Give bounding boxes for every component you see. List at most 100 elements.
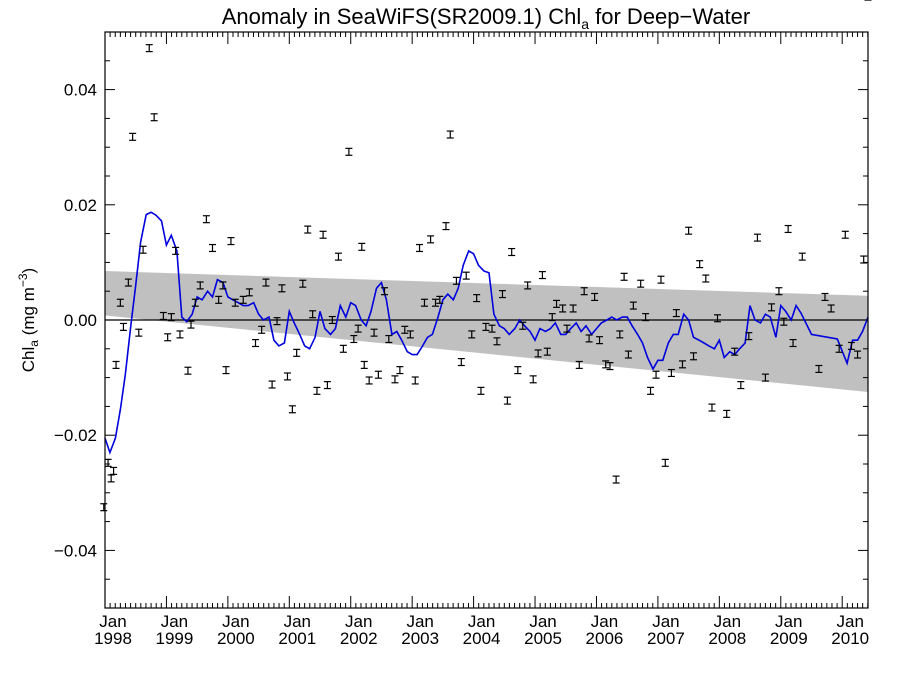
data-point bbox=[334, 252, 342, 261]
data-point bbox=[112, 360, 120, 369]
data-point bbox=[678, 360, 686, 369]
data-point bbox=[457, 357, 465, 367]
trend-band-layer bbox=[105, 271, 868, 392]
x-tick-month-label: Jan bbox=[775, 612, 802, 631]
data-point bbox=[231, 298, 239, 307]
data-point bbox=[110, 466, 118, 475]
data-point bbox=[145, 44, 153, 53]
data-point bbox=[252, 338, 260, 348]
data-point bbox=[847, 341, 855, 350]
data-point bbox=[427, 235, 435, 244]
data-point bbox=[548, 313, 556, 322]
data-point bbox=[685, 226, 693, 235]
data-point bbox=[432, 298, 440, 307]
data-point bbox=[798, 252, 806, 261]
data-point bbox=[436, 295, 444, 304]
data-point bbox=[191, 298, 199, 307]
y-tick-label: −0.02 bbox=[54, 426, 97, 445]
x-tick-year-label: 2002 bbox=[340, 629, 378, 648]
data-point bbox=[176, 330, 184, 339]
data-point bbox=[159, 311, 167, 321]
axes-layer: 0.040.020.00−0.02−0.04Jan1998Jan1999Jan2… bbox=[54, 31, 869, 648]
x-tick-year-label: 2006 bbox=[586, 629, 624, 648]
data-point bbox=[519, 321, 527, 330]
x-tick-month-label: Jan bbox=[714, 612, 741, 631]
data-point bbox=[396, 366, 404, 375]
data-point bbox=[119, 322, 127, 331]
data-point bbox=[596, 336, 604, 345]
data-point bbox=[661, 458, 669, 467]
x-tick-year-label: 2004 bbox=[463, 629, 501, 648]
data-point bbox=[690, 352, 698, 361]
data-point bbox=[612, 475, 620, 484]
data-point bbox=[227, 237, 235, 246]
data-point bbox=[391, 375, 399, 384]
data-point bbox=[538, 271, 546, 280]
data-point bbox=[184, 366, 192, 375]
data-point bbox=[775, 287, 783, 296]
title-tail: for Deep−Water bbox=[589, 4, 750, 29]
x-tick-year-label: 1999 bbox=[156, 629, 194, 648]
data-point bbox=[462, 271, 470, 280]
y-tick-label: 0.00 bbox=[64, 311, 97, 330]
data-point bbox=[116, 298, 124, 307]
data-point bbox=[827, 304, 835, 313]
data-point bbox=[761, 373, 769, 382]
data-point bbox=[821, 292, 829, 302]
data-point bbox=[339, 344, 347, 353]
y-label-units-close: ) bbox=[19, 268, 38, 274]
data-point bbox=[209, 243, 217, 253]
data-point bbox=[411, 376, 419, 385]
data-point bbox=[629, 301, 637, 310]
data-point bbox=[124, 278, 132, 287]
data-point bbox=[293, 348, 301, 357]
data-point bbox=[620, 272, 628, 281]
data-point bbox=[278, 284, 286, 293]
data-point bbox=[283, 372, 291, 381]
x-tick-year-label: 2009 bbox=[770, 629, 808, 648]
data-point bbox=[477, 386, 485, 395]
x-tick-month-label: Jan bbox=[222, 612, 249, 631]
x-tick-year-label: 2005 bbox=[524, 629, 562, 648]
data-point bbox=[365, 376, 373, 385]
y-tick-label: 0.04 bbox=[64, 81, 97, 100]
y-label-units-sup: −3 bbox=[16, 273, 30, 287]
data-point bbox=[488, 324, 496, 333]
y-label-main: Chl bbox=[19, 347, 38, 373]
x-tick-month-label: Jan bbox=[406, 612, 433, 631]
data-point bbox=[672, 309, 680, 318]
smooth-line-layer bbox=[104, 211, 869, 455]
x-tick-year-label: 2010 bbox=[831, 629, 869, 648]
x-tick-month-label: Jan bbox=[652, 612, 679, 631]
x-tick-month-label: Jan bbox=[345, 612, 372, 631]
data-point bbox=[585, 334, 593, 343]
data-point bbox=[374, 370, 382, 379]
data-point bbox=[696, 260, 704, 269]
x-tick-year-label: 2007 bbox=[647, 629, 685, 648]
y-axis-label: Chla (mg m−3) bbox=[16, 268, 41, 372]
data-point bbox=[100, 503, 108, 512]
data-point bbox=[731, 347, 739, 356]
data-point bbox=[723, 409, 731, 418]
data-point bbox=[358, 242, 366, 251]
x-tick-year-label: 2000 bbox=[217, 629, 255, 648]
data-point bbox=[239, 295, 247, 304]
data-point bbox=[452, 276, 460, 285]
x-tick-month-label: Jan bbox=[284, 612, 311, 631]
y-label-subscript: a bbox=[27, 340, 41, 347]
data-point bbox=[493, 337, 501, 346]
data-point bbox=[642, 313, 650, 322]
chart-title: Anomaly in SeaWiFS(SR2009.1) Chla for De… bbox=[222, 4, 750, 32]
x-tick-month-label: Jan bbox=[468, 612, 495, 631]
x-tick-year-label: 2003 bbox=[401, 629, 439, 648]
data-point bbox=[860, 255, 868, 264]
data-point bbox=[202, 215, 210, 224]
data-point bbox=[702, 274, 710, 283]
data-point bbox=[420, 298, 428, 307]
data-point bbox=[172, 246, 180, 255]
data-point bbox=[104, 458, 112, 467]
data-point bbox=[553, 299, 561, 308]
data-point bbox=[135, 328, 143, 337]
data-point bbox=[473, 294, 481, 303]
